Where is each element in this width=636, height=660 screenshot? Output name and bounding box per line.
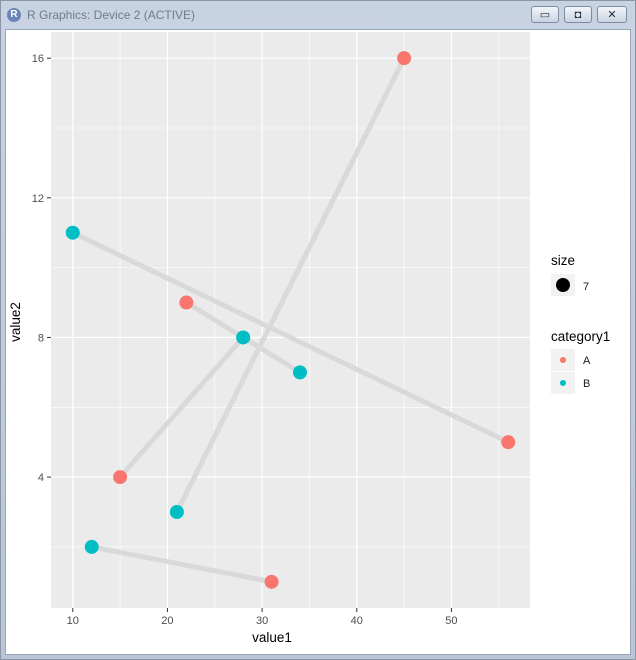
legend-symbol-b <box>560 380 566 386</box>
data-point-b <box>169 505 184 519</box>
connector-segment <box>89 544 275 585</box>
y-tick-label: 4 <box>38 472 44 484</box>
data-point-b <box>236 330 251 345</box>
y-axis: 4 8 12 16 <box>32 53 51 484</box>
x-tick-label: 10 <box>67 615 79 627</box>
x-axis: 10 20 30 40 50 <box>67 608 458 627</box>
legend: size 7 category1 A B <box>551 253 610 394</box>
restore-button[interactable]: ◘ <box>564 6 592 23</box>
x-axis-label: value1 <box>252 630 292 645</box>
plot-panel <box>51 32 530 608</box>
data-point-a <box>397 51 412 66</box>
close-button[interactable]: ✕ <box>597 6 627 23</box>
x-tick-label: 50 <box>445 615 457 627</box>
data-point-b <box>84 539 99 554</box>
x-tick-label: 30 <box>256 615 268 627</box>
connector-segment <box>117 334 246 480</box>
plot-area: 10 20 30 40 50 4 8 12 16 value1 value2 size 7 c… <box>5 29 631 655</box>
x-tick-label: 20 <box>161 615 173 627</box>
legend-label-a: A <box>583 355 591 367</box>
y-axis-label: value2 <box>8 302 23 342</box>
data-point-a <box>501 435 516 450</box>
close-icon: ✕ <box>607 9 617 21</box>
r-logo-icon: R <box>7 8 21 22</box>
legend-size-symbol <box>556 278 570 292</box>
data-point-b <box>292 365 307 380</box>
minimize-icon: ▭ <box>539 9 551 21</box>
minimize-button[interactable]: ▭ <box>531 6 559 23</box>
data-point-a <box>113 470 128 485</box>
data-points <box>65 51 516 589</box>
title-bar[interactable]: R R Graphics: Device 2 (ACTIVE) ▭ ◘ ✕ <box>1 1 635 29</box>
scatter-chart: 10 20 30 40 50 4 8 12 16 value1 value2 size 7 c… <box>8 32 610 645</box>
legend-label-b: B <box>583 378 590 390</box>
data-point-a <box>179 295 194 310</box>
restore-icon: ◘ <box>574 9 582 21</box>
legend-size-title: size <box>551 253 575 268</box>
legend-size-value: 7 <box>583 281 589 293</box>
x-tick-label: 40 <box>351 615 363 627</box>
connector-segment <box>70 230 511 445</box>
window-title: R Graphics: Device 2 (ACTIVE) <box>27 8 196 22</box>
grid-lines <box>51 32 530 608</box>
y-tick-label: 12 <box>32 193 44 205</box>
data-point-b <box>65 225 80 240</box>
legend-symbol-a <box>560 357 566 363</box>
y-tick-label: 16 <box>32 53 44 65</box>
legend-color-title: category1 <box>551 329 610 344</box>
data-point-a <box>264 574 279 589</box>
y-tick-label: 8 <box>38 332 44 344</box>
connector-segment <box>174 55 407 515</box>
